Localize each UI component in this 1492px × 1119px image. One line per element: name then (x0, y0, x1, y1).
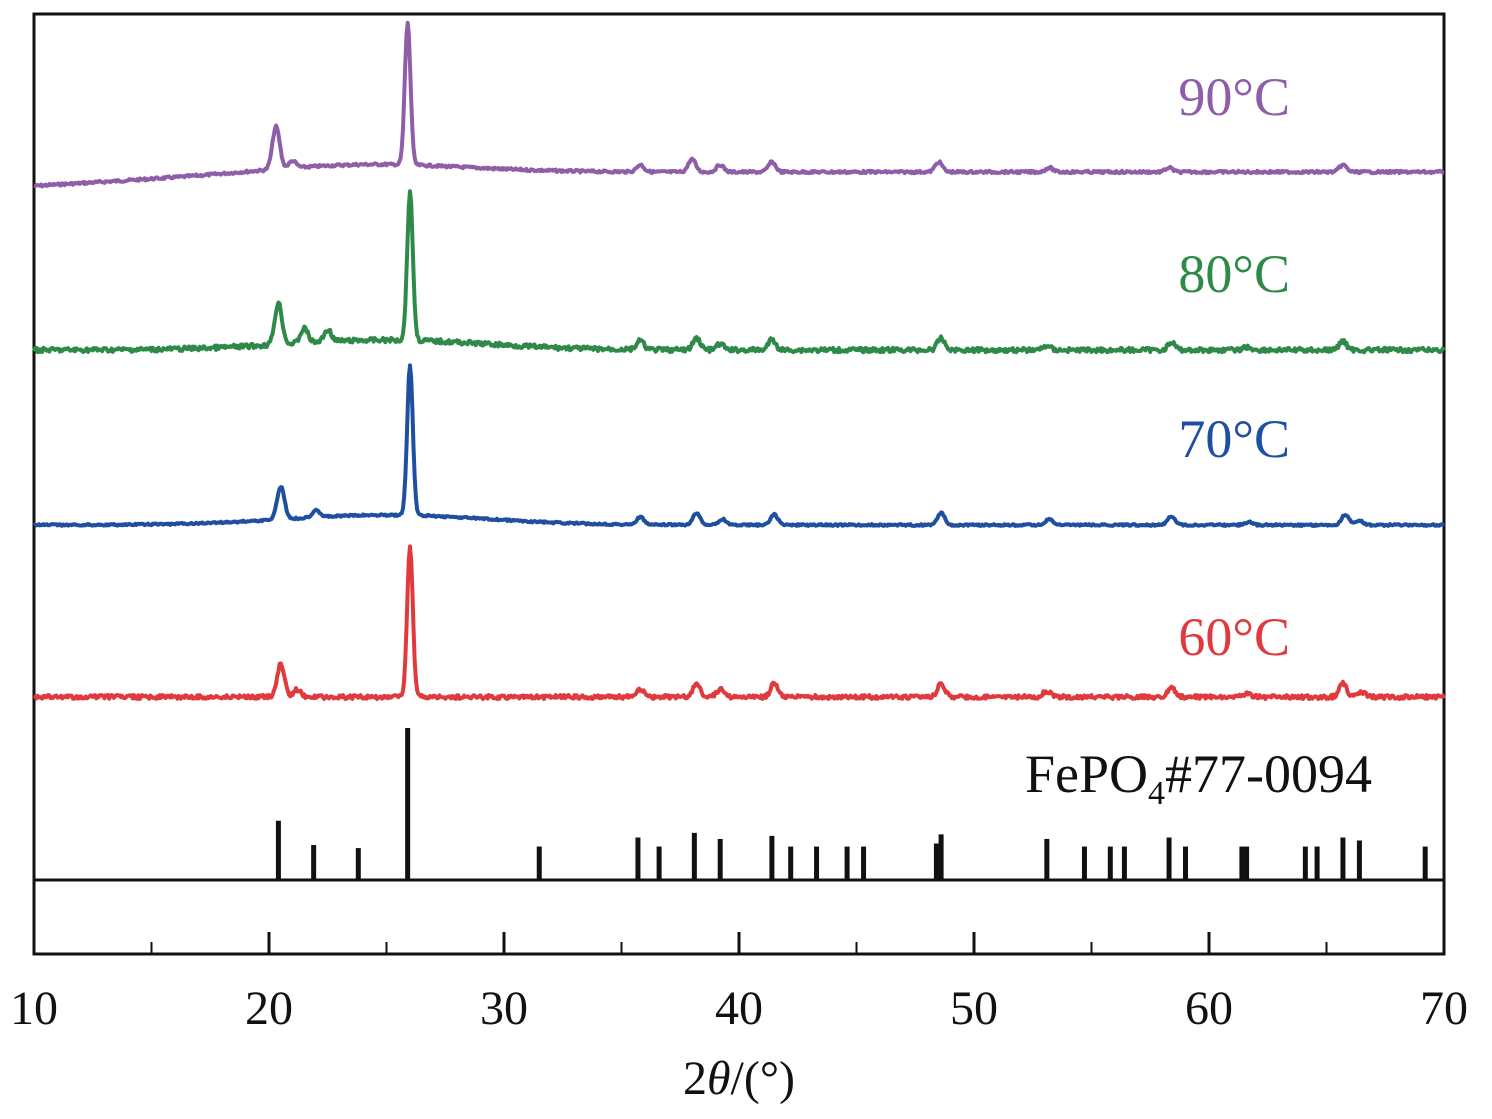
series-line-2 (32, 189, 1446, 355)
x-tick-label-70: 70 (1420, 982, 1468, 1035)
series-label-3: 70°C (1178, 409, 1290, 469)
series-line-4 (32, 544, 1446, 701)
reference-label-main: FePO (1025, 744, 1148, 804)
x-axis-title-theta: θ (707, 1052, 731, 1105)
x-axis-title-prefix: 2 (683, 1052, 707, 1105)
reference-pattern: FePO4#77-0094 (34, 728, 1444, 882)
x-axis: 10 20 30 40 50 60 70 (10, 932, 1468, 1035)
plot-frame (32, 12, 1446, 956)
x-tick-label-50: 50 (950, 982, 998, 1035)
series-label-2: 80°C (1178, 244, 1290, 304)
series-label-4: 60°C (1178, 607, 1290, 667)
series-line-3 (32, 363, 1446, 528)
series-line-1 (33, 20, 1445, 189)
reference-label-sub: 4 (1148, 775, 1165, 812)
reference-label-suffix: #77-0094 (1165, 744, 1372, 804)
x-tick-label-40: 40 (715, 982, 763, 1035)
x-axis-title-suffix: /(°) (731, 1052, 796, 1105)
x-axis-title: 2θ/(°) (683, 1052, 795, 1105)
series-label-1: 90°C (1178, 67, 1290, 127)
x-tick-label-20: 20 (245, 982, 293, 1035)
series-group: 90°C 80°C 70°C 60°C (32, 20, 1446, 701)
reference-label: FePO4#77-0094 (1025, 744, 1372, 812)
x-tick-label-60: 60 (1185, 982, 1233, 1035)
x-tick-label-30: 30 (480, 982, 528, 1035)
x-tick-label-10: 10 (10, 982, 58, 1035)
